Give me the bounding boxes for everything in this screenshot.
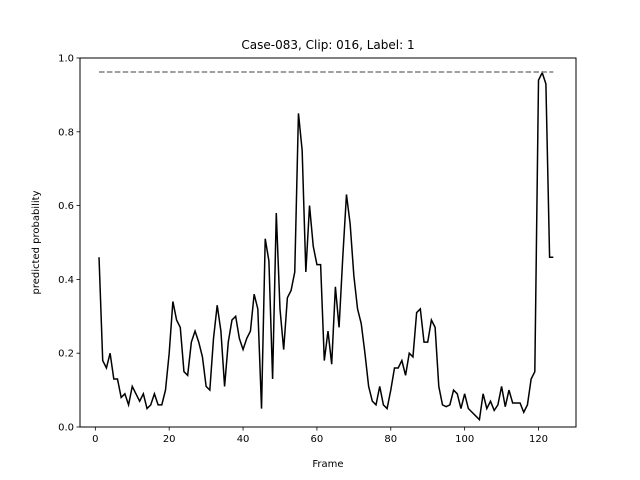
plot-frame <box>79 57 577 428</box>
x-axis: 0 20 40 60 80 100 120 <box>92 427 548 445</box>
y-tick-label: 0.0 <box>58 423 74 434</box>
x-axis-label: Frame <box>312 459 343 470</box>
y-tick-label: 0.8 <box>58 127 74 138</box>
y-axis-label: predicted probability <box>31 190 42 294</box>
y-tick-label: 0.4 <box>58 275 74 286</box>
x-tick-label: 120 <box>529 434 548 445</box>
y-tick-label: 0.2 <box>58 349 74 360</box>
x-tick-label: 60 <box>311 434 324 445</box>
x-tick-label: 40 <box>237 434 250 445</box>
x-tick-label: 80 <box>384 434 397 445</box>
chart-title: Case-083, Clip: 016, Label: 1 <box>241 38 414 52</box>
x-tick-label: 20 <box>163 434 176 445</box>
probability-line <box>98 70 554 422</box>
y-axis: 0.0 0.2 0.4 0.6 0.8 1.0 <box>58 54 80 434</box>
y-tick-label: 1.0 <box>58 54 74 65</box>
y-tick-label: 0.6 <box>58 201 74 212</box>
x-tick-label: 0 <box>92 434 98 445</box>
x-tick-label: 100 <box>455 434 474 445</box>
series-lines <box>98 70 554 422</box>
